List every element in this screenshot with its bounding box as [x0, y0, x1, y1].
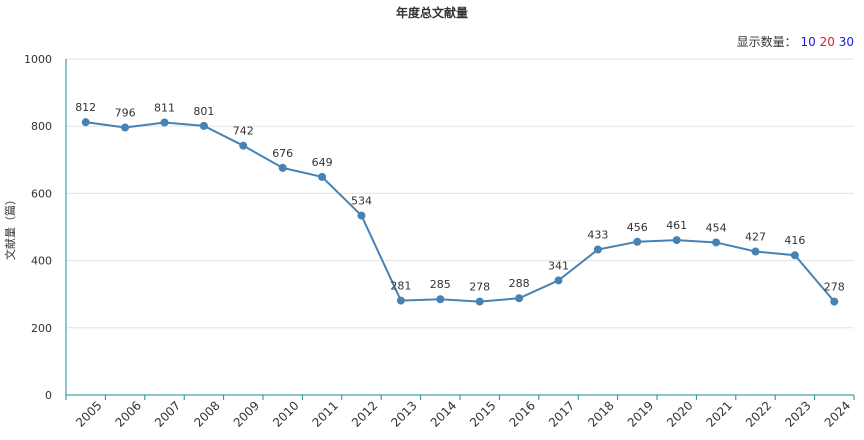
x-tick-label: 2012: [349, 398, 380, 429]
data-label: 742: [233, 125, 254, 138]
data-point[interactable]: [278, 163, 287, 172]
x-tick-label: 2022: [743, 398, 774, 429]
data-point[interactable]: [396, 296, 405, 305]
x-tick-label: 2021: [704, 398, 735, 429]
y-tick-label: 1000: [24, 53, 52, 66]
y-tick-label: 800: [31, 120, 52, 133]
data-point[interactable]: [475, 297, 484, 306]
data-label: 649: [312, 156, 333, 169]
data-label: 676: [272, 147, 293, 160]
display-count-option-30[interactable]: 30: [838, 35, 854, 49]
data-point[interactable]: [436, 295, 445, 304]
data-label: 416: [784, 234, 805, 247]
x-tick-label: 2017: [546, 398, 577, 429]
data-point[interactable]: [121, 123, 130, 132]
data-point[interactable]: [554, 276, 563, 285]
axes: [65, 59, 854, 396]
data-point[interactable]: [633, 237, 642, 246]
data-point[interactable]: [712, 238, 721, 247]
x-tick-label: 2008: [191, 398, 222, 429]
display-count-label: 显示数量：: [736, 35, 797, 49]
data-point[interactable]: [160, 118, 169, 127]
data-label: 796: [115, 107, 136, 120]
y-tick-label: 400: [31, 255, 52, 268]
data-point[interactable]: [239, 141, 248, 150]
data-label: 427: [745, 231, 766, 244]
x-axis-ticks: 2005 2006 2007 2008 2009 2010 2011 2012 2013 2014…: [65, 395, 855, 430]
data-label: 278: [469, 281, 490, 294]
data-label: 278: [824, 281, 845, 294]
data-point[interactable]: [790, 251, 799, 260]
data-label: 801: [193, 105, 214, 118]
data-point[interactable]: [830, 297, 839, 306]
data-label: 281: [390, 280, 411, 293]
data-label: 456: [627, 221, 648, 234]
x-tick-label: 2009: [231, 398, 262, 429]
display-count-option-20[interactable]: 20: [819, 35, 835, 49]
x-tick-label: 2019: [625, 398, 656, 429]
x-tick-label: 2005: [73, 398, 104, 429]
data-label: 534: [351, 195, 372, 208]
data-point[interactable]: [751, 247, 760, 256]
x-tick-label: 2024: [822, 398, 853, 429]
x-tick-label: 2018: [585, 398, 616, 429]
x-tick-label: 2007: [152, 398, 183, 429]
x-tick-label: 2023: [782, 398, 813, 429]
data-points: [81, 118, 839, 306]
series-polyline: [85, 121, 836, 303]
data-point[interactable]: [318, 172, 327, 181]
y-tick-label: 0: [45, 389, 52, 402]
x-tick-label: 2020: [664, 398, 695, 429]
y-tick-label: 600: [31, 187, 52, 200]
display-count-control: 显示数量： 10 20 30: [737, 33, 854, 50]
x-tick-label: 2014: [428, 398, 459, 429]
data-label: 454: [706, 221, 727, 234]
data-labels: 812 796 811 801 742 676 649 534 281 285 278 288 341 4…: [75, 101, 845, 293]
data-label: 461: [666, 219, 687, 232]
grid-lines: [66, 58, 854, 329]
y-axis-ticks: 0 200 400 600 800 1000: [24, 53, 52, 402]
data-label: 341: [548, 259, 569, 272]
data-label: 812: [75, 101, 96, 114]
series-line: [85, 121, 836, 303]
data-label: 433: [587, 229, 608, 242]
x-tick-label: 2006: [113, 398, 144, 429]
data-point[interactable]: [81, 118, 90, 127]
x-tick-label: 2011: [310, 398, 341, 429]
data-point[interactable]: [199, 121, 208, 130]
x-tick-label: 2015: [467, 398, 498, 429]
x-tick-label: 2016: [507, 398, 538, 429]
y-axis-title: 文献量（篇）: [3, 194, 17, 260]
chart-title: 年度总文献量: [395, 6, 468, 20]
display-count-option-10[interactable]: 10: [800, 35, 816, 49]
x-tick-label: 2013: [388, 398, 419, 429]
data-point[interactable]: [515, 294, 524, 303]
data-label: 285: [430, 278, 451, 291]
data-point[interactable]: [672, 236, 681, 245]
data-point[interactable]: [357, 211, 366, 220]
data-label: 811: [154, 102, 175, 115]
y-tick-label: 200: [31, 322, 52, 335]
data-label: 288: [509, 277, 530, 290]
data-point[interactable]: [593, 245, 602, 254]
x-tick-label: 2010: [270, 398, 301, 429]
